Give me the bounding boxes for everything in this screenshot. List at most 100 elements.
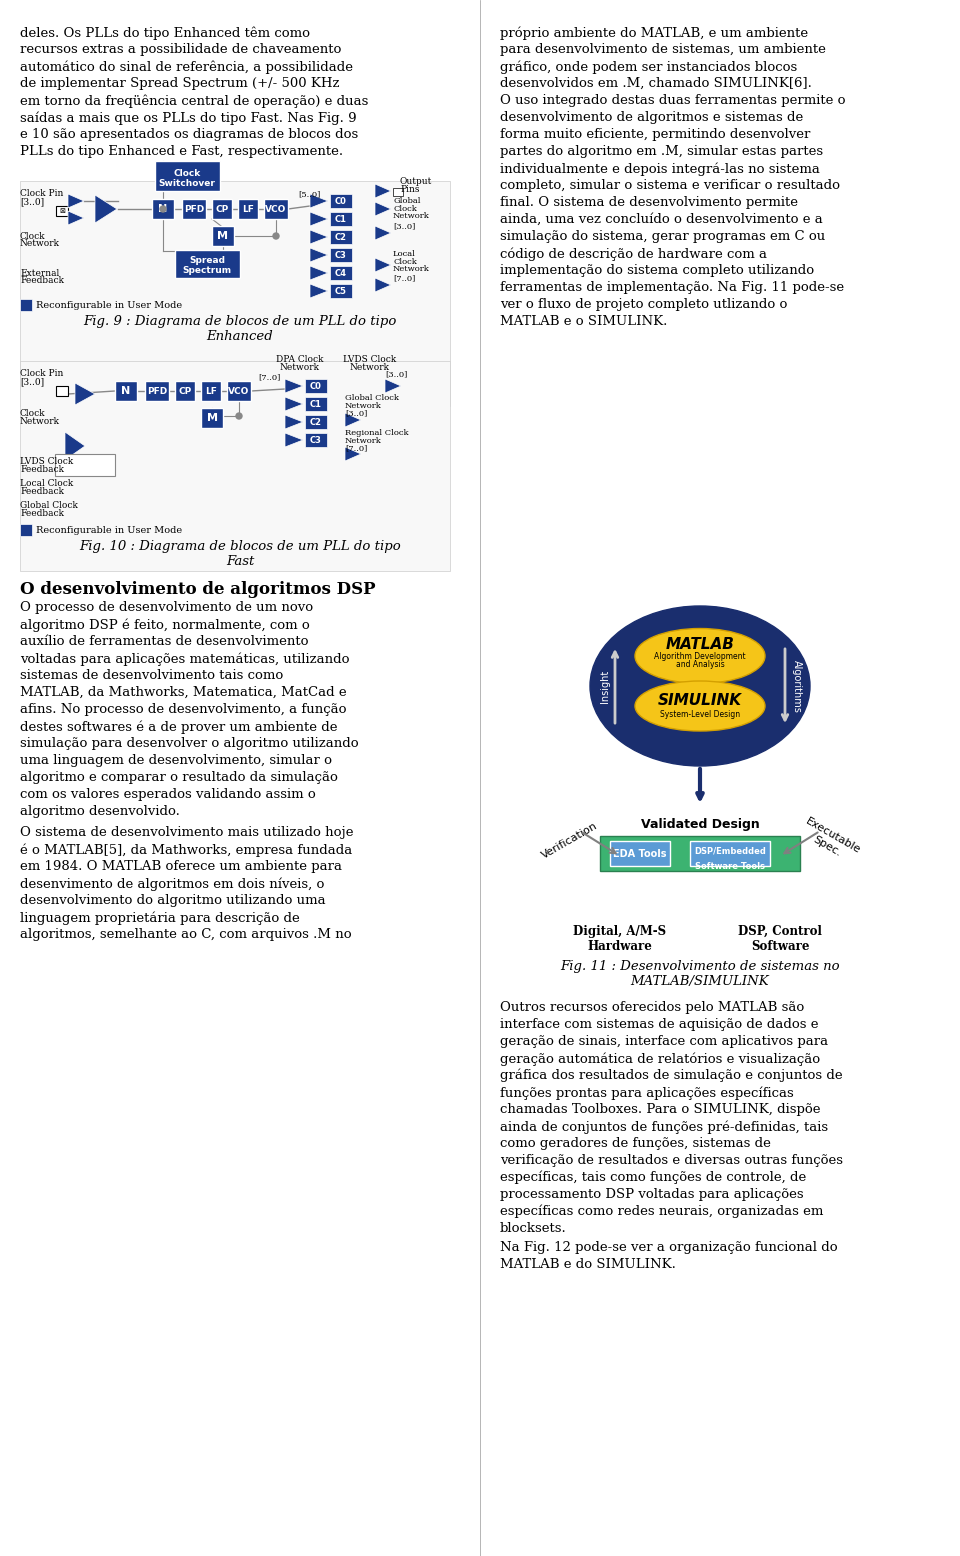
- Text: Spectrum: Spectrum: [182, 266, 231, 274]
- Text: PLLs do tipo Enhanced e Fast, respectivamente.: PLLs do tipo Enhanced e Fast, respectiva…: [20, 145, 343, 159]
- Polygon shape: [65, 433, 85, 461]
- Text: Feedback: Feedback: [20, 275, 64, 285]
- FancyBboxPatch shape: [145, 381, 169, 401]
- Text: afins. No processo de desenvolvimento, a função: afins. No processo de desenvolvimento, a…: [20, 703, 347, 716]
- Text: é o MATLAB[5], da Mathworks, empresa fundada: é o MATLAB[5], da Mathworks, empresa fun…: [20, 843, 352, 856]
- Text: O sistema de desenvolvimento mais utilizado hoje: O sistema de desenvolvimento mais utiliz…: [20, 826, 353, 839]
- Text: algoritmo e comparar o resultado da simulação: algoritmo e comparar o resultado da simu…: [20, 772, 338, 784]
- Text: Executable
Spec.: Executable Spec.: [798, 817, 862, 865]
- Text: partes do algoritmo em .M, simular estas partes: partes do algoritmo em .M, simular estas…: [500, 145, 823, 159]
- FancyBboxPatch shape: [212, 226, 234, 246]
- Circle shape: [160, 205, 166, 212]
- Text: automático do sinal de referência, a possibilidade: automático do sinal de referência, a pos…: [20, 61, 353, 73]
- Text: EDA Tools: EDA Tools: [613, 850, 667, 859]
- FancyBboxPatch shape: [152, 199, 174, 219]
- Text: com os valores esperados validando assim o: com os valores esperados validando assim…: [20, 787, 316, 801]
- Text: [3..0]: [3..0]: [345, 409, 368, 417]
- Text: em 1984. O MATLAB oferece um ambiente para: em 1984. O MATLAB oferece um ambiente pa…: [20, 860, 342, 873]
- FancyBboxPatch shape: [227, 381, 251, 401]
- Text: M: M: [218, 230, 228, 241]
- Text: PFD: PFD: [184, 204, 204, 213]
- Polygon shape: [285, 433, 303, 447]
- Text: Global Clock: Global Clock: [20, 501, 78, 510]
- FancyBboxPatch shape: [56, 205, 68, 216]
- Text: [7..0]: [7..0]: [345, 443, 368, 451]
- Text: N: N: [121, 386, 131, 395]
- Text: MATLAB e do SIMULINK.: MATLAB e do SIMULINK.: [500, 1257, 676, 1271]
- Text: Software Tools: Software Tools: [695, 862, 765, 870]
- Text: Network: Network: [20, 417, 60, 426]
- Text: Enhanced: Enhanced: [206, 330, 274, 342]
- Text: ver o fluxo de projeto completo utlizando o: ver o fluxo de projeto completo utlizand…: [500, 299, 787, 311]
- Text: recursos extras a possibilidade de chaveamento: recursos extras a possibilidade de chave…: [20, 44, 342, 56]
- Text: auxílio de ferramentas de desenvolvimento: auxílio de ferramentas de desenvolviment…: [20, 635, 308, 647]
- Text: [3..0]: [3..0]: [393, 223, 416, 230]
- Polygon shape: [375, 184, 391, 198]
- Text: algoritmo desenvolvido.: algoritmo desenvolvido.: [20, 804, 180, 818]
- Polygon shape: [310, 285, 328, 299]
- Text: [3..0]: [3..0]: [385, 370, 407, 378]
- Text: blocksets.: blocksets.: [500, 1221, 566, 1235]
- Ellipse shape: [635, 682, 765, 731]
- FancyBboxPatch shape: [305, 433, 327, 447]
- Polygon shape: [310, 194, 328, 209]
- Text: algoritmo DSP é feito, normalmente, com o: algoritmo DSP é feito, normalmente, com …: [20, 618, 310, 632]
- Text: O uso integrado destas duas ferramentas permite o: O uso integrado destas duas ferramentas …: [500, 93, 846, 107]
- Text: geração automática de relatórios e visualização: geração automática de relatórios e visua…: [500, 1052, 820, 1066]
- Text: C2: C2: [310, 417, 322, 426]
- Text: Spread: Spread: [189, 255, 225, 265]
- Text: MATLAB/SIMULINK: MATLAB/SIMULINK: [631, 974, 769, 988]
- Text: VCO: VCO: [265, 204, 287, 213]
- Text: Network: Network: [20, 240, 60, 247]
- Polygon shape: [375, 202, 391, 216]
- FancyBboxPatch shape: [20, 180, 450, 406]
- FancyBboxPatch shape: [330, 247, 352, 261]
- Polygon shape: [310, 212, 328, 226]
- Circle shape: [273, 233, 279, 240]
- FancyBboxPatch shape: [238, 199, 258, 219]
- FancyBboxPatch shape: [55, 454, 115, 476]
- Text: funções prontas para aplicações específicas: funções prontas para aplicações específi…: [500, 1086, 794, 1100]
- Polygon shape: [68, 194, 84, 209]
- Text: Network: Network: [345, 401, 382, 409]
- Text: uma linguagem de desenvolvimento, simular o: uma linguagem de desenvolvimento, simula…: [20, 755, 332, 767]
- Text: C3: C3: [310, 436, 322, 445]
- Polygon shape: [385, 380, 401, 394]
- Text: próprio ambiente do MATLAB, e um ambiente: próprio ambiente do MATLAB, e um ambient…: [500, 26, 808, 39]
- Text: destes softwares é a de prover um ambiente de: destes softwares é a de prover um ambien…: [20, 720, 338, 733]
- Text: LVDS Clock: LVDS Clock: [20, 457, 73, 465]
- Text: gráfico, onde podem ser instanciados blocos: gráfico, onde podem ser instanciados blo…: [500, 61, 797, 73]
- Text: voltadas para aplicações matemáticas, utilizando: voltadas para aplicações matemáticas, ut…: [20, 652, 349, 666]
- Text: [7..0]: [7..0]: [393, 274, 416, 282]
- Text: ainda, uma vez concluído o desenvolvimento e a: ainda, uma vez concluído o desenvolvimen…: [500, 213, 823, 226]
- Text: deles. Os PLLs do tipo Enhanced têm como: deles. Os PLLs do tipo Enhanced têm como: [20, 26, 310, 39]
- FancyBboxPatch shape: [175, 251, 240, 279]
- Text: Clock: Clock: [20, 409, 46, 419]
- Text: Clock: Clock: [393, 205, 417, 213]
- Text: C3: C3: [335, 251, 347, 260]
- Text: saídas a mais que os PLLs do tipo Fast. Nas Fig. 9: saídas a mais que os PLLs do tipo Fast. …: [20, 110, 356, 124]
- FancyBboxPatch shape: [20, 299, 32, 311]
- Text: ferramentas de implementação. Na Fig. 11 pode-se: ferramentas de implementação. Na Fig. 11…: [500, 282, 844, 294]
- FancyBboxPatch shape: [175, 381, 195, 401]
- FancyBboxPatch shape: [330, 285, 352, 299]
- Text: Algorithms: Algorithms: [792, 660, 802, 713]
- FancyBboxPatch shape: [201, 408, 223, 428]
- FancyBboxPatch shape: [330, 266, 352, 280]
- Text: M: M: [206, 412, 218, 423]
- Text: Fig. 11 : Desenvolvimento de sistemas no: Fig. 11 : Desenvolvimento de sistemas no: [561, 960, 840, 972]
- Text: verificação de resultados e diversas outras funções: verificação de resultados e diversas out…: [500, 1155, 843, 1167]
- Text: Reconfigurable in User Mode: Reconfigurable in User Mode: [36, 526, 182, 535]
- Text: Verification: Verification: [540, 822, 600, 860]
- Text: and Analysis: and Analysis: [676, 660, 725, 669]
- Text: desenvolvidos em .M, chamado SIMULINK[6].: desenvolvidos em .M, chamado SIMULINK[6]…: [500, 76, 812, 90]
- FancyBboxPatch shape: [20, 524, 32, 535]
- Text: PFD: PFD: [147, 386, 167, 395]
- FancyBboxPatch shape: [56, 386, 68, 395]
- Text: em torno da freqüência central de operação) e duas: em torno da freqüência central de operaç…: [20, 93, 369, 107]
- Text: Reconfigurable in User Mode: Reconfigurable in User Mode: [36, 300, 182, 310]
- Text: Network: Network: [350, 363, 390, 372]
- Polygon shape: [310, 247, 328, 261]
- Text: THIRD PARTY: THIRD PARTY: [708, 874, 753, 881]
- Text: simulação para desenvolver o algoritmo utilizando: simulação para desenvolver o algoritmo u…: [20, 738, 359, 750]
